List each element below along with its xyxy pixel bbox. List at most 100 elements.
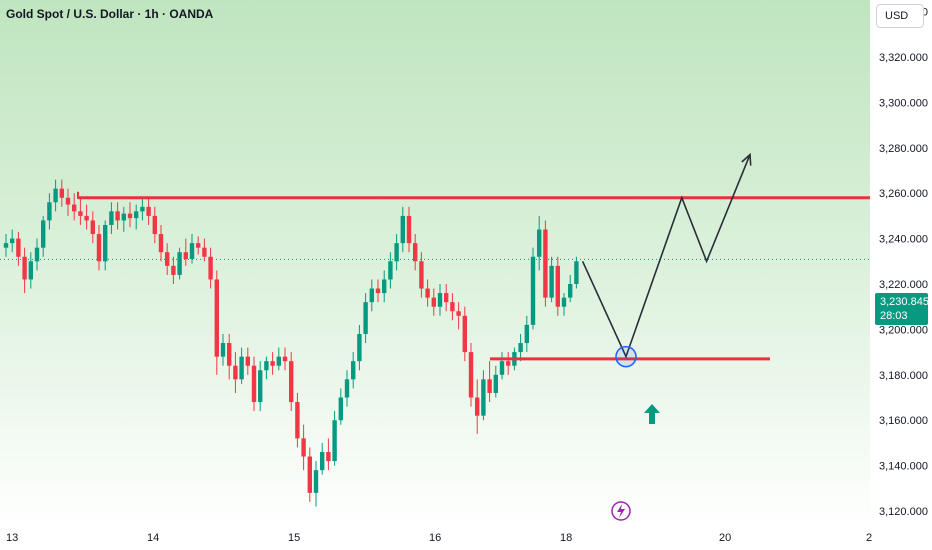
candle-body [245, 356, 250, 366]
candle [245, 347, 250, 375]
y-tick-label: 3,300.000 [879, 97, 928, 109]
candle-body [78, 211, 83, 216]
x-tick-label: 16 [429, 532, 441, 544]
candle-body [177, 252, 182, 275]
target-circle[interactable] [615, 345, 637, 368]
candle [90, 211, 95, 244]
candle [96, 224, 102, 271]
candle [41, 215, 46, 257]
up-arrow-icon[interactable] [644, 404, 660, 424]
candle-body [264, 361, 269, 371]
candle-body [425, 288, 430, 298]
y-tick-label: 3,160.000 [879, 415, 928, 427]
candle [22, 247, 27, 294]
candle-body [462, 315, 467, 353]
candle-body [524, 324, 529, 344]
candle-body [121, 213, 126, 221]
candle-body [282, 356, 288, 362]
candle [561, 293, 567, 316]
candle-body [183, 252, 188, 260]
candle [437, 284, 443, 316]
candle [165, 243, 170, 275]
y-tick-label: 3,320.000 [879, 52, 928, 64]
candle [326, 438, 331, 471]
candle [338, 388, 343, 425]
candle-body [444, 293, 449, 303]
candle-body [189, 243, 195, 260]
candle-body [214, 279, 219, 357]
candle [493, 365, 498, 398]
candle-body [53, 188, 58, 203]
projection-polyline[interactable] [581, 154, 751, 359]
candle-body [561, 297, 567, 307]
candle-body [406, 215, 412, 244]
candle-body [487, 379, 492, 393]
chart-title: Gold Spot / U.S. Dollar · 1h · OANDA [6, 7, 214, 21]
candle [78, 197, 83, 225]
candle [10, 229, 15, 253]
candle [568, 274, 573, 303]
candle-body [388, 261, 393, 280]
x-tick-label: 15 [288, 532, 300, 544]
candle [487, 361, 492, 403]
candle [47, 193, 52, 230]
candle-body [127, 213, 133, 219]
candle-body [481, 379, 486, 416]
candle [59, 179, 64, 207]
candle [506, 352, 511, 375]
candle-body [220, 343, 226, 357]
candle-body [140, 206, 145, 212]
candle [382, 270, 387, 303]
candle [313, 461, 319, 507]
candle [196, 236, 201, 255]
candle-body [65, 197, 71, 205]
candle [233, 352, 238, 393]
y-tick-label: 3,200.000 [879, 324, 928, 336]
candle [499, 352, 505, 380]
candle-body [344, 379, 350, 398]
candle [369, 279, 374, 312]
candle-body [72, 204, 77, 212]
candle [65, 188, 71, 216]
candle-body [96, 234, 102, 262]
up-arrow-shape [644, 404, 660, 424]
candle-body [103, 224, 108, 262]
candle-body [468, 352, 474, 398]
lightning-bolt-icon[interactable] [611, 501, 631, 521]
candle-body [326, 451, 331, 462]
currency-button[interactable]: USD [876, 4, 924, 28]
candle [307, 447, 312, 502]
candle-body [357, 333, 362, 362]
candle [431, 288, 436, 316]
x-tick-label: 18 [560, 532, 572, 544]
projection-arrowhead [741, 152, 752, 166]
candle-body [115, 211, 120, 221]
candle [524, 315, 529, 353]
candle-body [270, 361, 275, 366]
candle-body [543, 229, 548, 298]
candle [375, 279, 381, 303]
candle-body [400, 215, 405, 244]
candle [202, 238, 207, 262]
candle-body [258, 370, 263, 403]
candle [34, 238, 40, 271]
candle [251, 356, 257, 412]
candle-body [251, 365, 257, 403]
candle [127, 202, 133, 228]
candle-body [276, 356, 281, 366]
candle-body [382, 279, 387, 294]
candle-body [295, 402, 300, 439]
candle-body [437, 293, 443, 307]
candle [171, 256, 176, 284]
y-tick-label: 3,180.000 [879, 370, 928, 382]
candle [214, 270, 219, 375]
candle [152, 206, 157, 244]
candle-body [16, 238, 21, 257]
candle-body [158, 234, 164, 253]
y-tick-label: 3,280.000 [879, 143, 928, 155]
candle [444, 284, 449, 312]
y-tick-label: 3,140.000 [879, 461, 928, 473]
markers [611, 345, 660, 521]
candle-body [351, 361, 356, 380]
